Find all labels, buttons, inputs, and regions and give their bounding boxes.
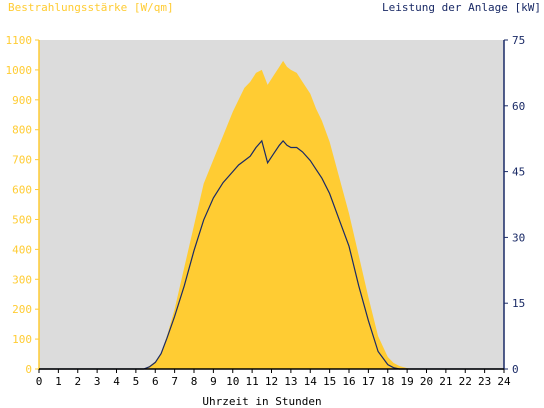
x-tick-label: 10 xyxy=(226,375,239,388)
power-line xyxy=(39,139,504,370)
y-left-tick-label: 1000 xyxy=(6,64,33,77)
x-tick-label: 7 xyxy=(171,375,178,388)
y-left-tick-label: 500 xyxy=(12,213,32,226)
y-right-tick-label: 60 xyxy=(512,100,525,113)
x-tick-label: 13 xyxy=(284,375,297,388)
x-tick-label: 11 xyxy=(246,375,259,388)
y-left-tick-label: 300 xyxy=(12,273,32,286)
y-right-tick-label: 45 xyxy=(512,166,525,179)
y-left-tick-label: 1100 xyxy=(6,34,33,47)
irradiance-area xyxy=(143,60,413,370)
left-axis-label: Bestrahlungsstärke [W/qm] xyxy=(8,1,174,14)
x-tick-label: 1 xyxy=(55,375,62,388)
x-tick-label: 14 xyxy=(304,375,318,388)
y-left-tick-label: 400 xyxy=(12,243,32,256)
x-tick-label: 0 xyxy=(36,375,43,388)
y-left-tick-label: 900 xyxy=(12,94,32,107)
y-right-tick-label: 30 xyxy=(512,231,525,244)
x-tick-label: 22 xyxy=(459,375,472,388)
x-tick-label: 23 xyxy=(478,375,491,388)
right-axis-label: Leistung der Anlage [kW] xyxy=(382,1,541,14)
x-tick-label: 17 xyxy=(362,375,375,388)
x-axis-label: Uhrzeit in Stunden xyxy=(202,395,321,408)
x-tick-label: 21 xyxy=(439,375,452,388)
y-left-tick-label: 0 xyxy=(25,363,32,376)
x-tick-label: 24 xyxy=(497,375,511,388)
x-tick-label: 16 xyxy=(342,375,355,388)
y-left-tick-label: 100 xyxy=(12,333,32,346)
x-tick-label: 5 xyxy=(133,375,140,388)
x-tick-label: 19 xyxy=(401,375,414,388)
x-tick-label: 2 xyxy=(74,375,81,388)
x-tick-label: 20 xyxy=(420,375,433,388)
y-right-tick-label: 15 xyxy=(512,297,525,310)
x-tick-label: 6 xyxy=(152,375,159,388)
x-tick-label: 9 xyxy=(210,375,217,388)
y-left-tick-label: 200 xyxy=(12,303,32,316)
y-left-tick-label: 800 xyxy=(12,124,32,137)
x-tick-label: 8 xyxy=(191,375,198,388)
y-left-tick-label: 600 xyxy=(12,184,32,197)
x-tick-label: 4 xyxy=(113,375,120,388)
x-tick-label: 12 xyxy=(265,375,278,388)
x-tick-label: 15 xyxy=(323,375,336,388)
y-right-tick-label: 75 xyxy=(512,34,525,47)
y-left-tick-label: 700 xyxy=(12,154,32,167)
y-right-tick-label: 0 xyxy=(512,363,519,376)
x-tick-label: 18 xyxy=(381,375,394,388)
x-tick-label: 3 xyxy=(94,375,101,388)
